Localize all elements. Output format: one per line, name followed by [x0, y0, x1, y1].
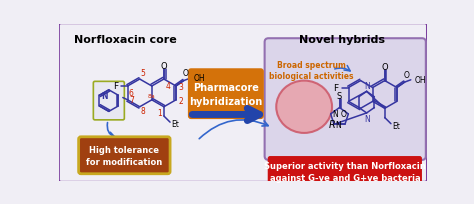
Text: N: N: [364, 81, 370, 90]
Text: High tolerance
for modification: High tolerance for modification: [86, 145, 163, 166]
Ellipse shape: [276, 81, 332, 133]
Text: Et: Et: [392, 121, 401, 130]
Text: 2: 2: [178, 97, 183, 106]
FancyBboxPatch shape: [58, 24, 428, 182]
Text: R: R: [329, 120, 336, 130]
FancyBboxPatch shape: [188, 69, 264, 120]
Text: F: F: [333, 84, 338, 93]
Text: 8a: 8a: [147, 93, 155, 98]
Text: 7: 7: [129, 95, 134, 104]
Text: Superior activity than Norfloxacin
against G-ve and G+ve bacteria: Superior activity than Norfloxacin again…: [264, 161, 426, 182]
Text: S: S: [337, 92, 342, 101]
Text: O: O: [161, 62, 167, 71]
Text: N: N: [336, 120, 341, 129]
Text: N: N: [332, 110, 338, 119]
Text: N: N: [364, 115, 370, 124]
FancyBboxPatch shape: [93, 82, 124, 120]
Text: O: O: [182, 69, 188, 78]
Text: Et: Et: [172, 120, 180, 129]
Text: O: O: [382, 63, 388, 72]
Text: Pharmacore
hybridization: Pharmacore hybridization: [189, 82, 263, 106]
Text: F: F: [113, 82, 118, 91]
Text: OH: OH: [194, 74, 205, 83]
Text: O: O: [403, 71, 409, 80]
Text: N: N: [101, 91, 108, 100]
FancyBboxPatch shape: [264, 39, 426, 160]
Text: Broad spectrum
biological activities: Broad spectrum biological activities: [269, 61, 354, 81]
Text: 5: 5: [140, 69, 146, 78]
FancyArrowPatch shape: [192, 109, 259, 121]
Text: 1: 1: [157, 108, 162, 117]
FancyBboxPatch shape: [79, 137, 170, 174]
Text: Norfloxacin core: Norfloxacin core: [74, 34, 176, 44]
Text: Novel hybrids: Novel hybrids: [299, 34, 385, 44]
Text: O: O: [341, 110, 347, 119]
Text: OH: OH: [415, 75, 426, 84]
Text: 4: 4: [165, 82, 170, 91]
FancyBboxPatch shape: [268, 156, 422, 187]
Text: 6: 6: [128, 88, 133, 97]
Text: 8: 8: [140, 106, 145, 115]
Text: 3: 3: [178, 83, 183, 92]
